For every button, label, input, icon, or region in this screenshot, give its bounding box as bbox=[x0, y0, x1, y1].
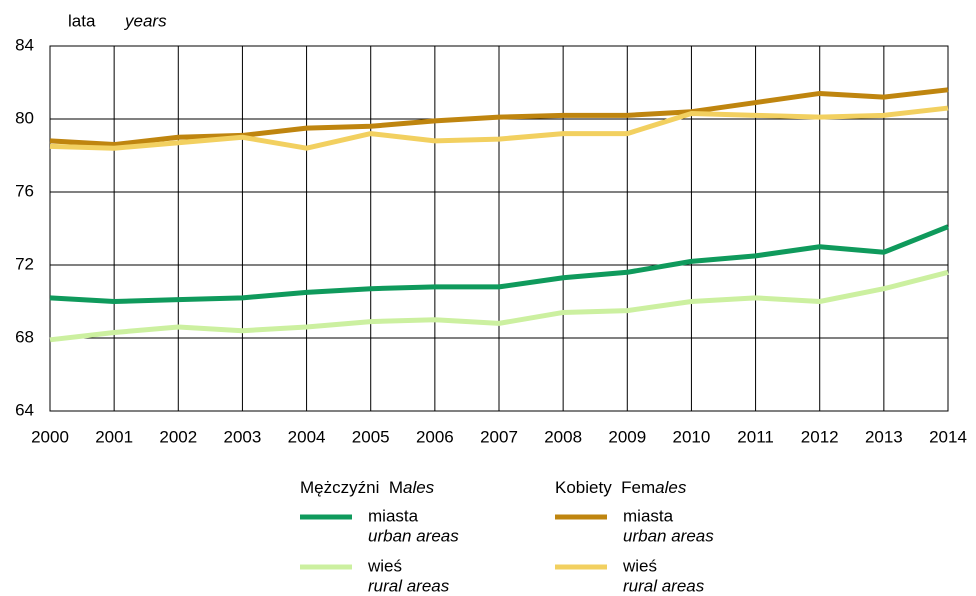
x-tick-label: 2010 bbox=[673, 427, 711, 446]
series-line bbox=[49, 105, 949, 151]
legend-group-name: Kobiety bbox=[555, 478, 612, 497]
x-tick-label: 2003 bbox=[224, 427, 262, 446]
x-tick-label: 2013 bbox=[865, 427, 903, 446]
x-tick-label: 2002 bbox=[159, 427, 197, 446]
y-tick-label: 72 bbox=[15, 254, 34, 273]
legend-group-gap bbox=[612, 478, 621, 497]
legend-label: wieś bbox=[367, 556, 402, 575]
series-line bbox=[49, 269, 949, 343]
legend-group-title: Mężczyźni Males bbox=[300, 478, 435, 497]
y-tick-label: 84 bbox=[15, 35, 34, 54]
series-line bbox=[49, 224, 949, 304]
y-tick-label: 64 bbox=[15, 400, 34, 419]
x-tick-label: 2006 bbox=[416, 427, 454, 446]
x-tick-label: 2004 bbox=[288, 427, 326, 446]
y-axis-label: lata bbox=[68, 11, 96, 30]
x-tick-label: 2008 bbox=[544, 427, 582, 446]
legend-group-name-en: Fem bbox=[621, 478, 655, 497]
y-tick-label: 76 bbox=[15, 181, 34, 200]
series-line bbox=[49, 87, 949, 148]
legend-label: miasta bbox=[623, 506, 674, 525]
x-tick-label: 2009 bbox=[608, 427, 646, 446]
x-tick-label: 2011 bbox=[737, 427, 774, 446]
legend-group-name-en: ales bbox=[403, 478, 435, 497]
legend-label: miasta bbox=[368, 506, 419, 525]
y-tick-label: 68 bbox=[15, 327, 34, 346]
x-tick-label: 2005 bbox=[352, 427, 390, 446]
y-axis-label-en: years bbox=[124, 11, 167, 30]
legend-group-name: Mężczyźni bbox=[300, 478, 379, 497]
legend-group-gap bbox=[379, 478, 388, 497]
legend-label-en: urban areas bbox=[368, 526, 459, 545]
x-tick-label: 2014 bbox=[929, 427, 967, 446]
x-tick-label: 2007 bbox=[480, 427, 518, 446]
legend-label-en: rural areas bbox=[623, 576, 705, 595]
x-tick-label: 2012 bbox=[801, 427, 839, 446]
legend-label-en: urban areas bbox=[623, 526, 714, 545]
x-tick-label: 2000 bbox=[31, 427, 69, 446]
legend-label: wieś bbox=[622, 556, 657, 575]
legend-group-title: Kobiety Females bbox=[555, 478, 687, 497]
legend-group-name-en: ales bbox=[655, 478, 687, 497]
y-tick-label: 80 bbox=[15, 108, 34, 127]
x-tick-label: 2001 bbox=[95, 427, 133, 446]
legend-label-en: rural areas bbox=[368, 576, 450, 595]
legend-group-name-en: M bbox=[389, 478, 403, 497]
